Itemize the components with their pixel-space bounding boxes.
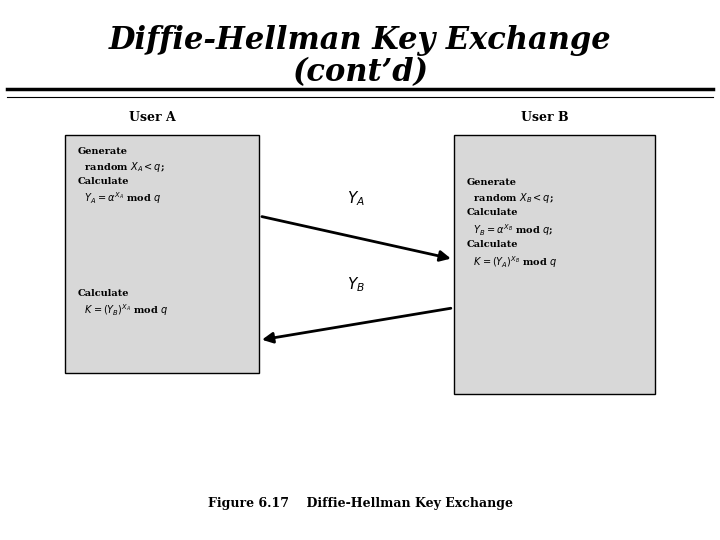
Text: Calculate
  $K = (Y_B)^{X_A}$ mod $q$: Calculate $K = (Y_B)^{X_A}$ mod $q$ (78, 289, 168, 319)
Bar (65, 135, 259, 373)
Text: (cont’d): (cont’d) (292, 57, 428, 89)
Text: User B: User B (521, 111, 568, 124)
Text: $Y_B$: $Y_B$ (348, 275, 365, 294)
Text: User A: User A (129, 111, 176, 124)
Text: Generate
  random $X_A < q$;
Calculate
  $Y_A = \alpha^{X_A}$ mod $q$: Generate random $X_A < q$; Calculate $Y_… (78, 147, 165, 206)
Text: Generate
  random $X_B < q$;
Calculate
  $Y_B = \alpha^{X_B}$ mod $q$;
Calculate: Generate random $X_B < q$; Calculate $Y_… (467, 178, 557, 270)
Bar (454, 135, 655, 394)
Text: Figure 6.17    Diffie-Hellman Key Exchange: Figure 6.17 Diffie-Hellman Key Exchange (207, 497, 513, 510)
Text: Diffie-Hellman Key Exchange: Diffie-Hellman Key Exchange (109, 25, 611, 56)
Text: $Y_A$: $Y_A$ (348, 189, 365, 208)
